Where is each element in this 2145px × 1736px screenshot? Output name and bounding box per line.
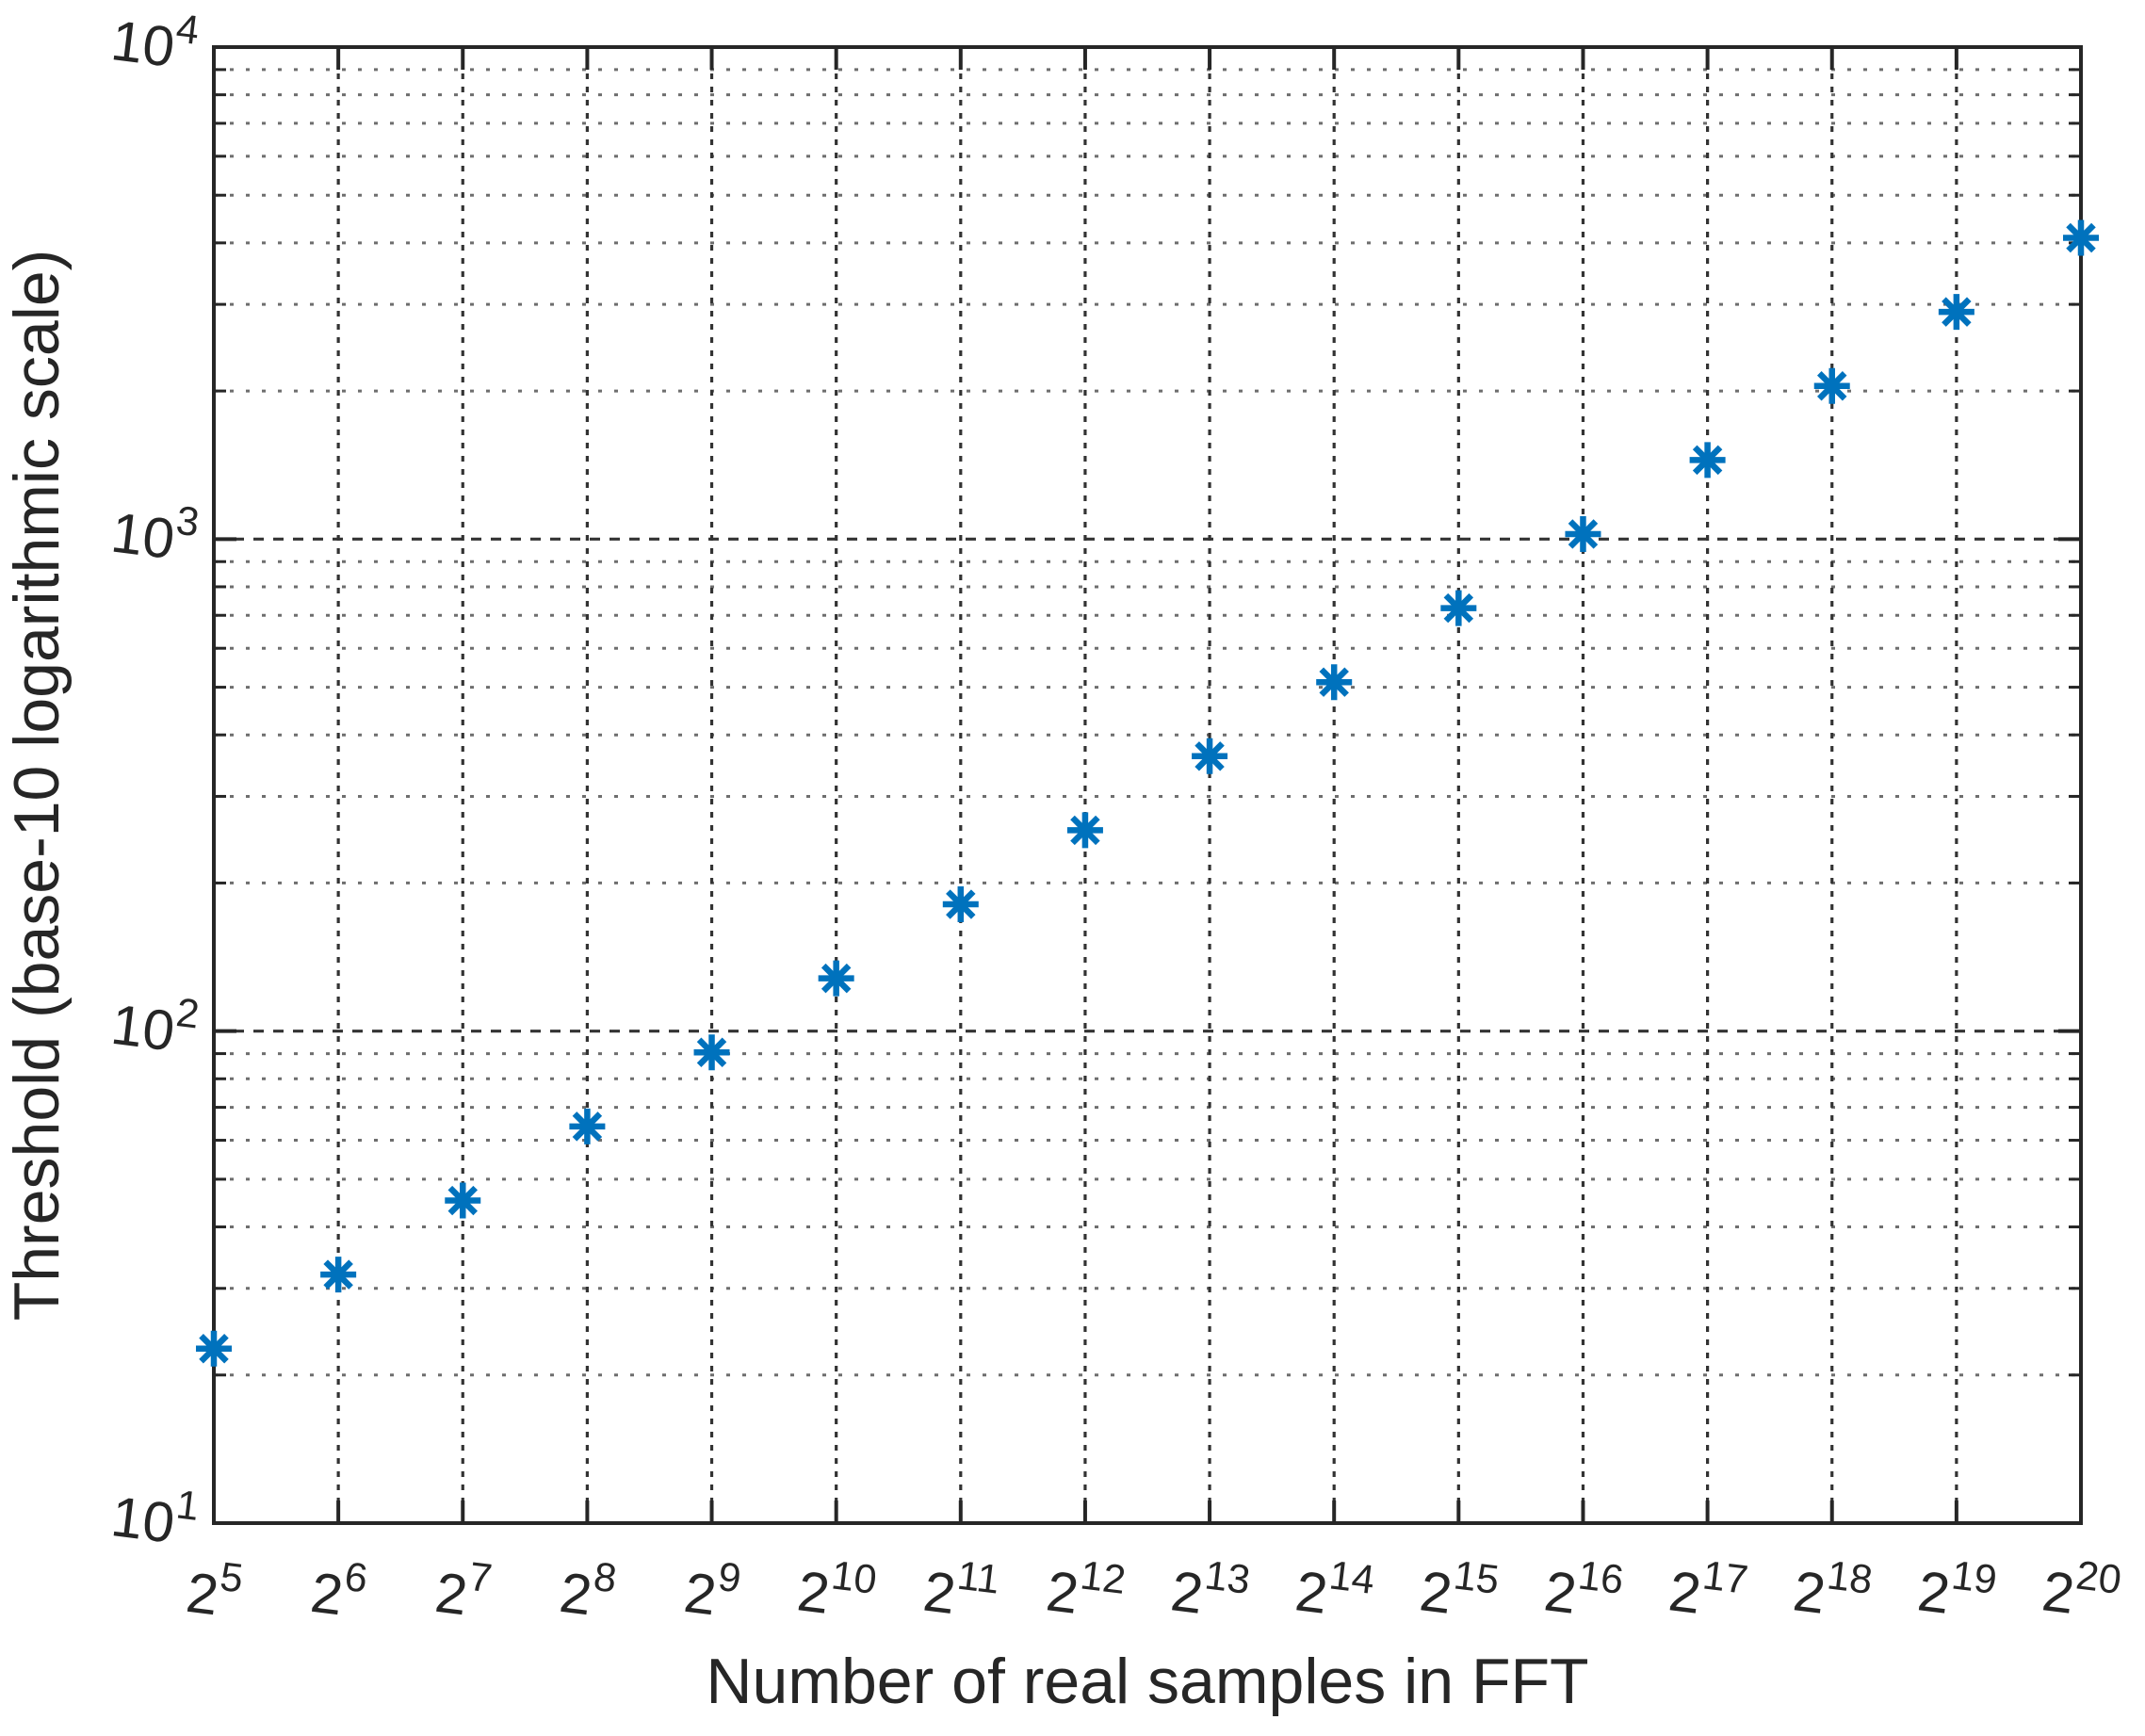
y-axis-label: Threshold (base-10 logarithmic scale): [1, 250, 73, 1322]
marker-stroke: [1942, 297, 1972, 327]
marker-stroke: [1319, 667, 1349, 697]
marker-stroke: [199, 1334, 229, 1364]
data-point-marker: [1066, 812, 1103, 849]
data-point-marker: [445, 1182, 481, 1219]
marker-stroke: [1568, 519, 1599, 549]
data-point-marker: [1938, 294, 1974, 331]
data-point-marker: [196, 1330, 232, 1367]
data-point-marker: [1440, 590, 1477, 626]
data-point-marker: [320, 1257, 357, 1293]
data-point-marker: [1813, 367, 1850, 404]
marker-stroke: [1070, 815, 1100, 846]
x-tick-label: 212: [1043, 1549, 1128, 1631]
x-axis-label: Number of real samples in FFT: [706, 1646, 1588, 1717]
major-gridlines: [214, 537, 2081, 1033]
data-point-marker: [569, 1108, 606, 1144]
marker-stroke: [1194, 741, 1225, 771]
data-point-marker: [1565, 515, 1601, 552]
marker-stroke: [323, 1259, 353, 1290]
marker-stroke: [447, 1185, 478, 1216]
data-point-marker: [693, 1034, 730, 1071]
x-tick-label: 25: [183, 1550, 245, 1630]
marker-stroke: [696, 1037, 727, 1068]
axis-ticks: [212, 45, 2083, 1525]
marker-stroke: [1443, 592, 1474, 624]
marker-stroke: [946, 889, 976, 919]
data-point-marker: [1192, 738, 1228, 774]
marker-stroke: [572, 1111, 603, 1142]
data-point-marker: [942, 886, 979, 923]
marker-stroke: [1692, 445, 1723, 476]
minor-gridlines: [214, 68, 2081, 1377]
x-tick-label: 26: [307, 1550, 369, 1630]
marker-stroke: [1817, 370, 1847, 401]
vertical-gridlines: [336, 47, 1958, 1523]
data-points: [196, 219, 2099, 1367]
y-tick-label: 104: [107, 0, 202, 82]
data-point-marker: [818, 960, 854, 997]
data-point-marker: [1689, 442, 1726, 479]
data-point-marker: [1316, 664, 1353, 701]
data-point-marker: [2063, 219, 2099, 256]
marker-stroke: [2066, 222, 2096, 253]
plot-box-border: [212, 45, 2083, 1525]
marker-stroke: [821, 963, 852, 994]
